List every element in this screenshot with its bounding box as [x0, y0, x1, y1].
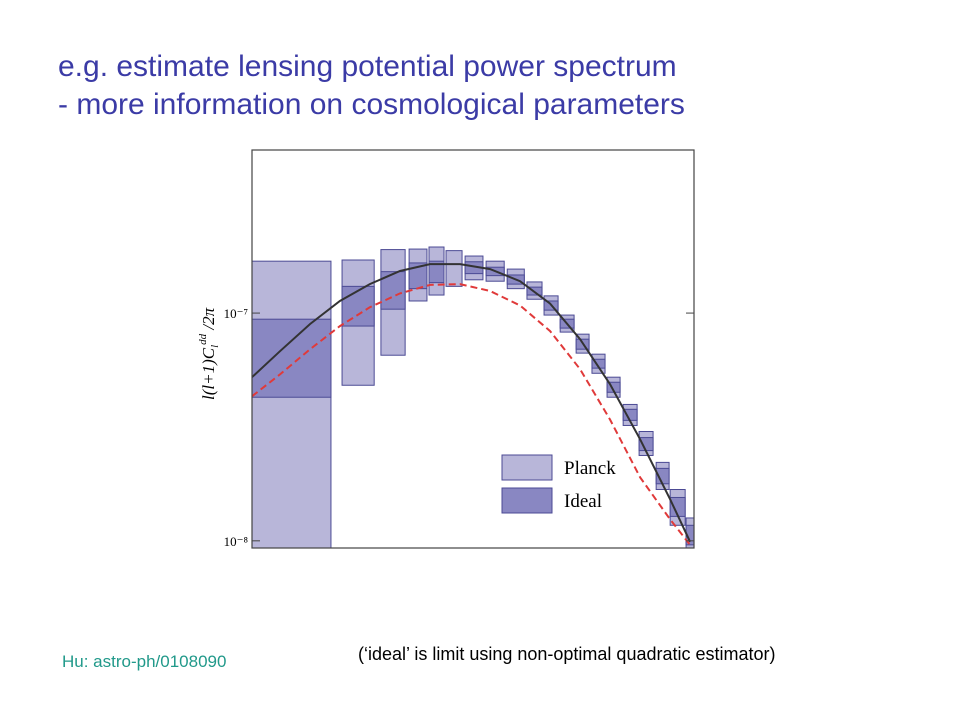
y-label-tail: /2π [199, 307, 218, 333]
title-line: e.g. estimate lensing potential power sp… [58, 50, 677, 83]
curve [252, 283, 691, 546]
legend-label: Ideal [564, 491, 602, 512]
error-box [428, 260, 445, 284]
error-box [445, 250, 463, 287]
legend-swatch [501, 454, 553, 481]
legend-swatch [501, 487, 553, 514]
plot-area [252, 246, 694, 548]
error-box [341, 285, 375, 327]
y-tick-label: 10⁻⁸ [224, 534, 249, 549]
note: (‘ideal’ is limit using non-optimal quad… [358, 644, 776, 664]
y-axis-label: l(l+1)Cldd /2π [197, 307, 221, 400]
slide-title: e.g. estimate lensing potential power sp… [58, 48, 685, 124]
y-tick-label: 10⁻⁷ [224, 306, 248, 321]
title-line: - more information on cosmological param… [58, 88, 685, 121]
plot-frame [251, 149, 695, 549]
credit: Hu: astro-ph/0108090 [62, 652, 227, 671]
y-label-sub: l [209, 345, 221, 348]
curve [252, 263, 692, 543]
y-label-sup: dd [197, 333, 209, 345]
legend-label: Planck [564, 458, 616, 479]
error-box [252, 318, 332, 398]
y-label-main: l(l+1)C [199, 347, 218, 400]
error-box [252, 260, 332, 548]
